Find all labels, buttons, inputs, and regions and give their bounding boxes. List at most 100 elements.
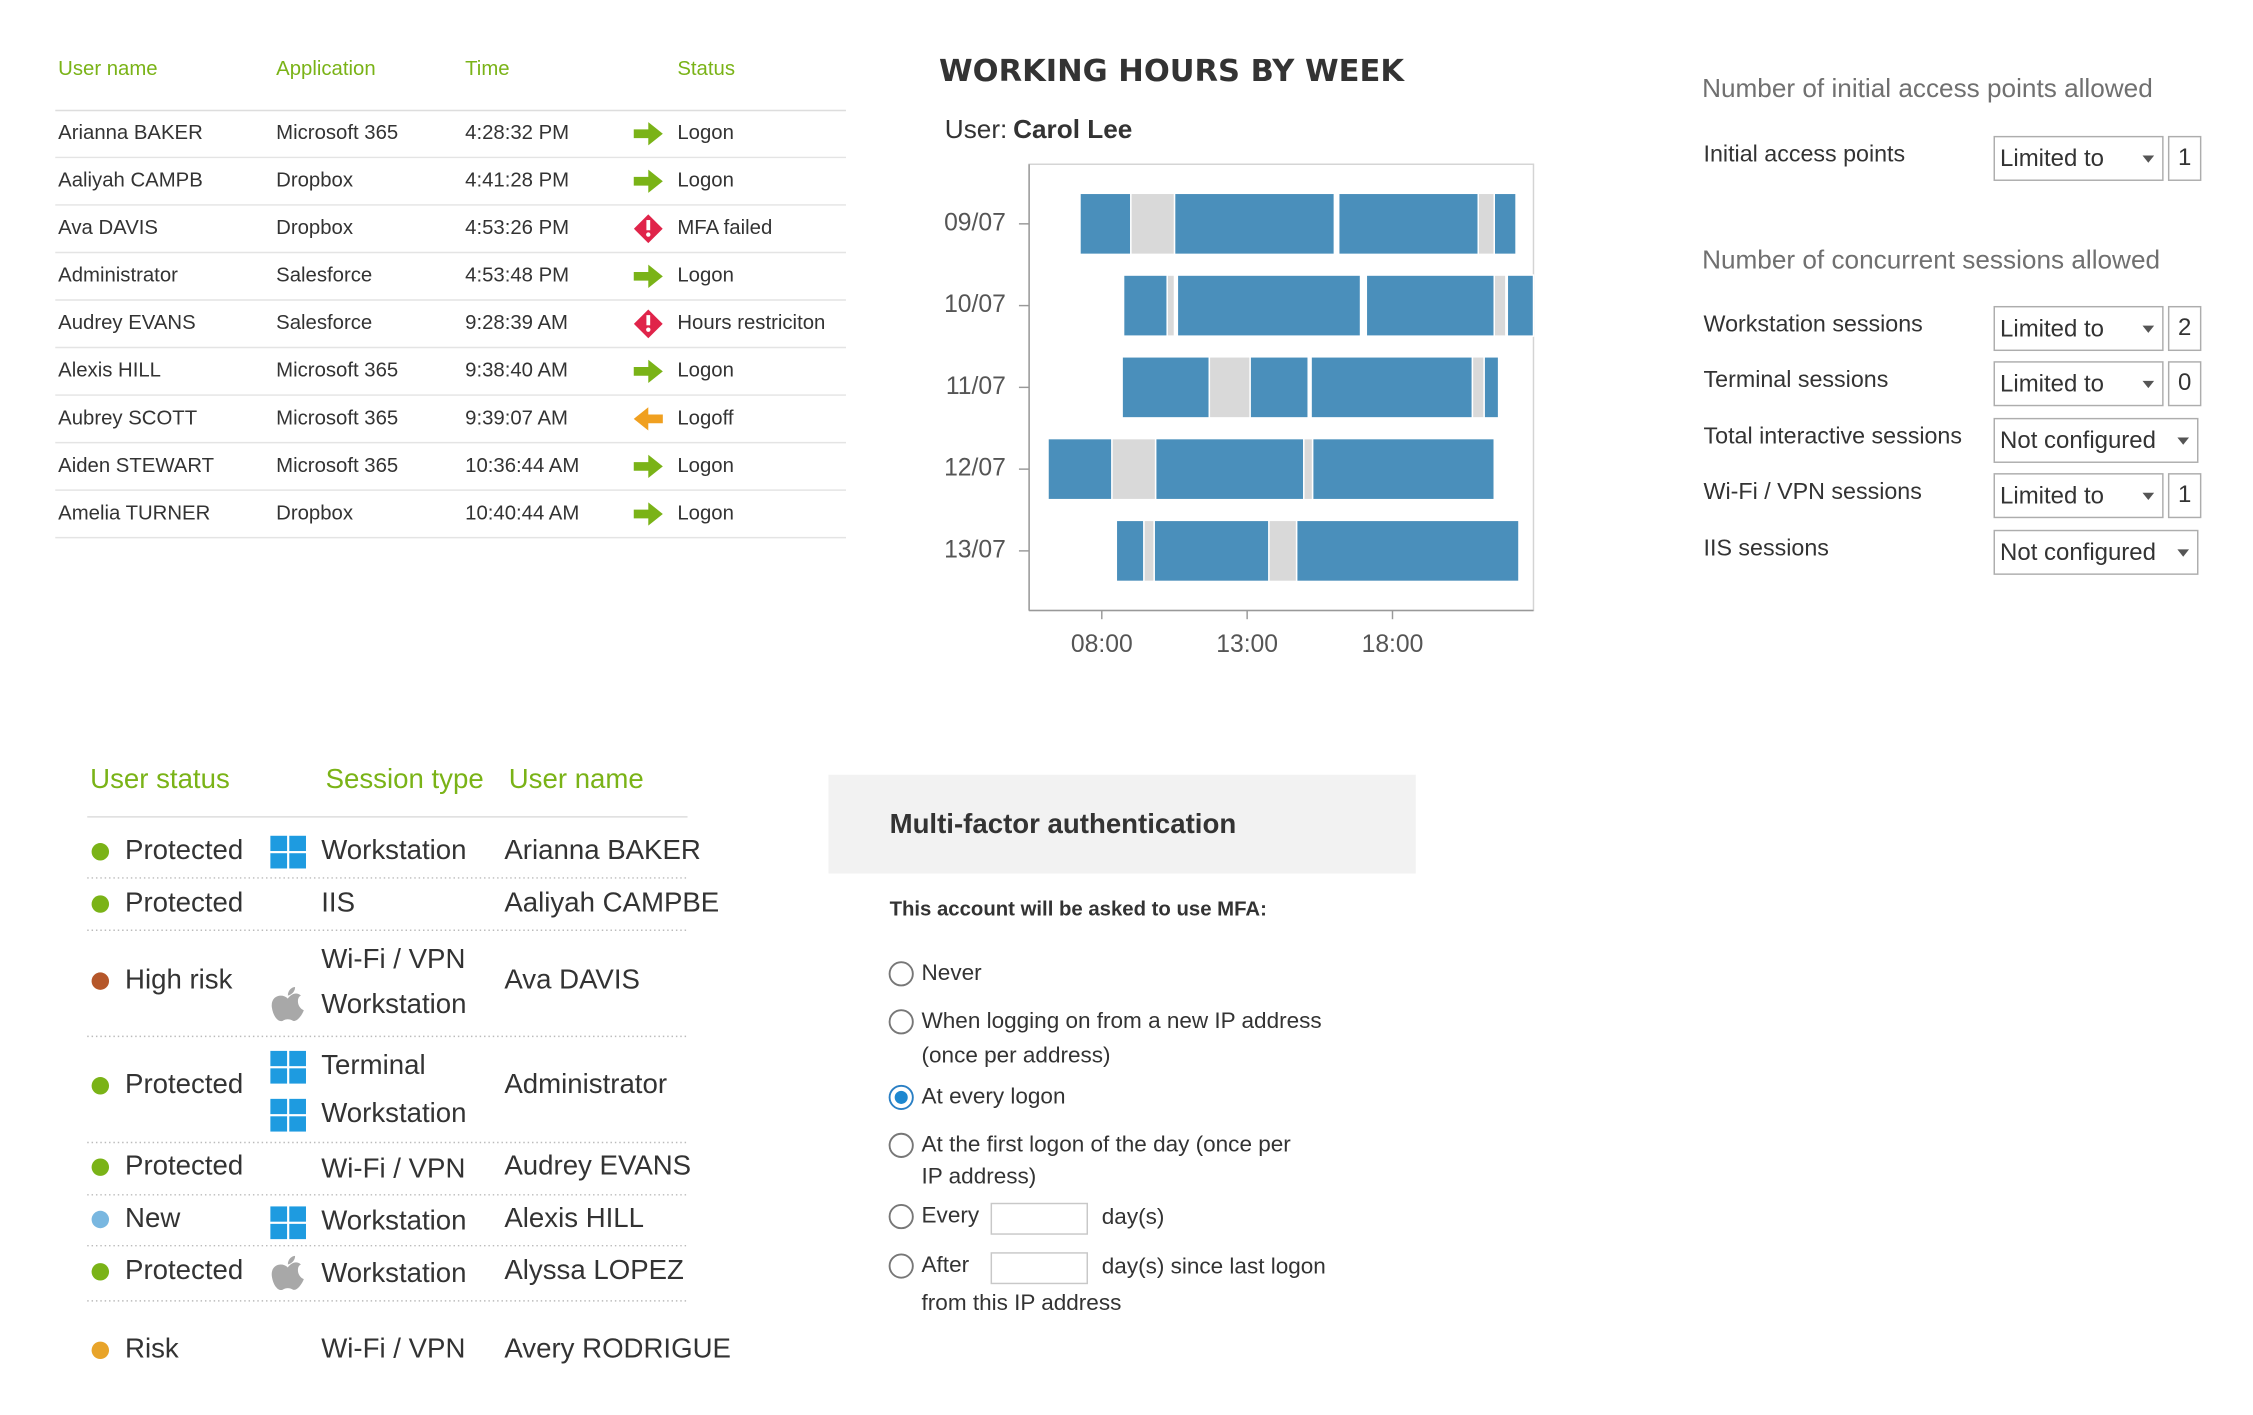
limit-value: 1: [2178, 481, 2191, 508]
user-name: Avery RODRIGUE: [504, 1333, 731, 1364]
status-dot: [91, 1263, 110, 1281]
option-text: Never: [922, 960, 983, 985]
cell: Alexis HILL: [58, 360, 161, 382]
dropdown-value: Not configured: [2000, 427, 2156, 454]
apple-leaf: [287, 986, 296, 996]
windows-pane: [270, 1050, 288, 1067]
dropdown-arrow: [2142, 155, 2155, 163]
status-dot: [91, 843, 110, 861]
break-segment: [1208, 356, 1251, 419]
cell: Logon: [677, 455, 734, 477]
setting-label: IIS sessions: [1704, 535, 1829, 561]
cell: 9:39:07 AM: [465, 407, 568, 429]
setting-label: Wi-Fi / VPN sessions: [1704, 478, 1922, 504]
windows-pane: [289, 1206, 306, 1222]
y-tick-label: 09/07: [944, 209, 1006, 236]
cell: Logon: [677, 502, 734, 524]
cell: Ava DAVIS: [58, 217, 158, 239]
cell: Microsoft 365: [276, 407, 398, 429]
windows-pane: [289, 1050, 306, 1067]
cell: Salesforce: [276, 265, 372, 287]
status: Protected: [125, 886, 243, 917]
session-type: Terminal: [321, 1049, 425, 1080]
dropdown[interactable]: [1993, 473, 2164, 519]
dropdown-value: Limited to: [2000, 482, 2104, 509]
status-dot: [91, 1158, 110, 1176]
panel-title: Multi-factor authentication: [890, 808, 1237, 839]
radio-button[interactable]: [888, 1204, 914, 1230]
cell: Logoff: [677, 407, 734, 429]
session-type: IIS: [321, 886, 355, 917]
apple-icon: [271, 986, 304, 1022]
logon-icon: [633, 359, 663, 384]
cell: Microsoft 365: [276, 455, 398, 477]
limit-input[interactable]: [2167, 135, 2202, 181]
break-segment: [1493, 274, 1507, 337]
days-input[interactable]: [990, 1252, 1088, 1285]
alert-icon: [633, 309, 663, 339]
work-segment: [1365, 274, 1495, 337]
user-name: Arianna BAKER: [504, 834, 700, 865]
work-segment: [1115, 519, 1145, 583]
setting-label: Initial access points: [1704, 141, 1906, 167]
cell: Microsoft 365: [276, 360, 398, 382]
dropdown[interactable]: [1993, 135, 2164, 181]
radio-button[interactable]: [888, 961, 914, 987]
radio-button[interactable]: [888, 1253, 914, 1279]
cell: Aaliyah CAMPB: [58, 170, 203, 192]
work-segment: [1483, 356, 1500, 419]
alert-icon: [633, 214, 663, 244]
windows-pane: [270, 1223, 288, 1240]
session-type: Wi-Fi / VPN: [321, 1333, 465, 1364]
setting-label: Terminal sessions: [1704, 366, 1889, 392]
work-segment: [1079, 192, 1132, 256]
status: Protected: [125, 1068, 243, 1099]
work-segment: [1154, 437, 1305, 501]
break-segment: [1111, 437, 1157, 501]
cell: Arianna BAKER: [58, 122, 203, 144]
days-input[interactable]: [990, 1202, 1088, 1235]
cell: Microsoft 365: [276, 122, 398, 144]
x-tick-label: 18:00: [1362, 631, 1424, 658]
limit-input[interactable]: [2167, 361, 2202, 407]
cell: 4:41:28 PM: [465, 170, 569, 192]
user-name: Audrey EVANS: [504, 1149, 691, 1180]
dropdown-arrow: [2142, 492, 2155, 501]
logon-icon: [633, 502, 663, 526]
option-text: When logging on from a new IP address: [922, 1008, 1322, 1033]
radio-selected: [894, 1090, 908, 1104]
status: Risk: [125, 1333, 179, 1364]
alert-bar: [646, 220, 651, 231]
status-dot: [91, 972, 110, 990]
column-header: Application: [276, 58, 375, 80]
cell: Logon: [677, 360, 734, 382]
cell: 10:40:44 AM: [465, 502, 579, 524]
cell: Amelia TURNER: [58, 502, 210, 524]
work-segment: [1047, 437, 1113, 501]
dropdown[interactable]: [1993, 529, 2199, 575]
logon-icon: [633, 264, 663, 288]
status: Protected: [125, 1254, 243, 1285]
radio-button[interactable]: [888, 1132, 914, 1158]
section-title: Number of concurrent sessions allowed: [1702, 245, 2160, 275]
column-header: Time: [465, 58, 509, 80]
work-segment: [1506, 274, 1535, 337]
cell: 9:28:39 AM: [465, 312, 568, 334]
windows-pane: [270, 1098, 288, 1115]
setting-label: Total interactive sessions: [1704, 423, 1962, 449]
work-segment: [1310, 356, 1474, 419]
session-type: Wi-Fi / VPN: [321, 943, 465, 974]
y-tick-label: 11/07: [946, 373, 1006, 400]
dropdown[interactable]: [1993, 361, 2164, 407]
radio-button[interactable]: [888, 1009, 914, 1035]
user-name: Carol Lee: [1013, 114, 1132, 144]
apple-body: [271, 1262, 304, 1291]
break-segment: [1477, 192, 1495, 256]
limit-input[interactable]: [2167, 305, 2202, 352]
status: Protected: [125, 1149, 243, 1180]
dropdown[interactable]: [1993, 305, 2164, 352]
limit-input[interactable]: [2167, 473, 2202, 519]
dropdown[interactable]: [1993, 417, 2199, 463]
